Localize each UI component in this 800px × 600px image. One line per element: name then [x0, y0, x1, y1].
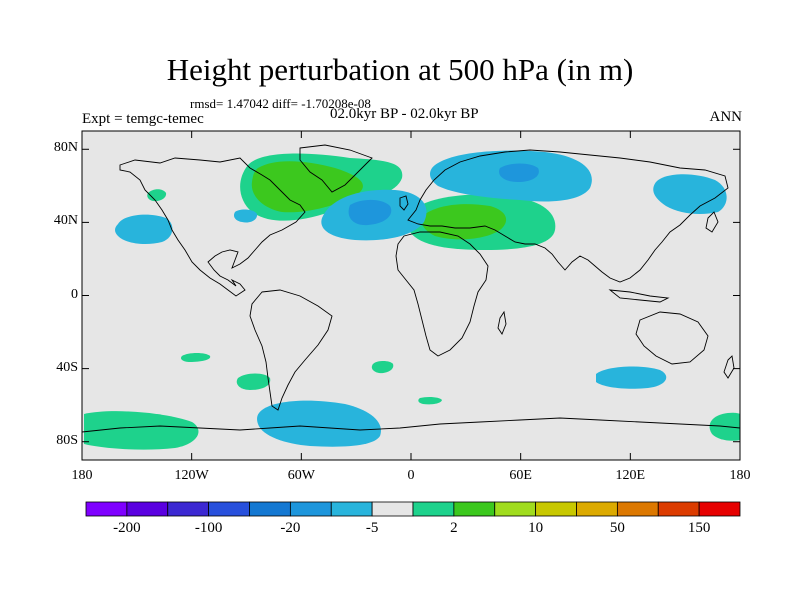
lon-tick-label: 180 [71, 468, 93, 483]
positive-anomaly-southern-ocean-small [418, 396, 442, 405]
negative-anomaly-north-atlantic-core [348, 199, 392, 226]
negative-anomaly-siberia-core [499, 163, 539, 182]
coastline-australia [635, 311, 709, 365]
colorbar-label: -200 [113, 520, 141, 536]
colorbar-box [616, 501, 659, 517]
positive-anomaly-north-america-core [251, 161, 363, 213]
coastline-eurasia [407, 149, 729, 283]
lon-tick-label: 60E [509, 468, 532, 483]
negative-anomaly-south-atlantic-antarctic [257, 400, 381, 447]
positive-anomaly-north-atlantic-small [147, 189, 167, 202]
lat-tick-label: 80N [53, 140, 78, 156]
coastline-madagascar [497, 310, 507, 335]
colorbar-label: -20 [280, 520, 301, 536]
period-label: 02.0kyr BP - 02.0kyr BP [330, 106, 479, 122]
plot-title: Height perturbation at 500 hPa (in m) [166, 52, 634, 87]
lon-tick-label: 0 [407, 468, 415, 483]
anomaly-shading [84, 150, 740, 450]
colorbar-box [412, 501, 455, 517]
colorbar-box [657, 501, 700, 517]
lon-tick-label: 60W [287, 468, 315, 483]
coastline-africa [395, 231, 489, 357]
colorbar-box [330, 501, 373, 517]
colorbar-box [208, 501, 250, 517]
lon-tick-label: 120E [615, 468, 646, 483]
lat-tick-label: 80S [56, 432, 78, 448]
colorbar-label: 2 [450, 520, 458, 536]
colorbar-box [576, 501, 618, 517]
coastlines [81, 144, 741, 433]
experiment-label: Expt = temgc-temec [82, 111, 204, 127]
coastline-north-america [119, 157, 306, 297]
season-label: ANN [709, 109, 743, 125]
lat-tick-label: 40S [56, 359, 78, 375]
colorbar-box [371, 501, 414, 517]
lon-tick-label: 180 [729, 468, 751, 483]
coastline-greenland [299, 144, 373, 193]
colorbar-box [535, 501, 577, 517]
colorbar-label: 50 [609, 520, 625, 536]
colorbar-label: 150 [687, 520, 711, 536]
colorbar [85, 501, 741, 517]
coastline-south-america [249, 289, 333, 411]
negative-anomaly-north-pacific-west [653, 174, 727, 214]
map-background [82, 131, 740, 460]
map-plot-area [81, 130, 741, 461]
colorbar-box [85, 501, 128, 517]
colorbar-box [289, 501, 332, 517]
coastline-japan [705, 211, 719, 233]
colorbar-label: 10 [528, 520, 544, 536]
positive-anomaly-south-pacific-small [180, 353, 211, 362]
coastline-antarctica [81, 417, 741, 433]
lat-tick-label: 0 [71, 286, 78, 302]
colorbar-box [453, 501, 496, 517]
coastline-indonesia [608, 289, 670, 303]
map-tick-marks [81, 131, 741, 460]
negative-anomaly-north-pacific-east [115, 214, 173, 244]
rmsd-subtitle: rmsd= 1.47042 diff= -1.70208e-08 [190, 96, 371, 111]
colorbar-label: -100 [194, 520, 223, 536]
lat-tick-label: 40N [53, 213, 78, 229]
colorbar-box [167, 501, 210, 517]
coastline-uk [399, 195, 409, 211]
positive-anomaly-south-pacific [84, 411, 199, 450]
positive-anomaly-south-atlantic [371, 361, 394, 374]
colorbar-box [698, 501, 741, 517]
colorbar-box [249, 501, 291, 517]
coastline-new-zealand [723, 355, 735, 379]
negative-anomaly-caribbean [233, 209, 258, 223]
positive-anomaly-europe-core [421, 204, 507, 240]
colorbar-box [494, 501, 537, 517]
lon-tick-label: 120W [174, 468, 209, 483]
positive-anomaly-south-america-west [236, 373, 271, 390]
colorbar-label: -5 [365, 520, 379, 536]
negative-anomaly-indian-ocean [596, 366, 667, 389]
colorbar-box [126, 501, 169, 517]
